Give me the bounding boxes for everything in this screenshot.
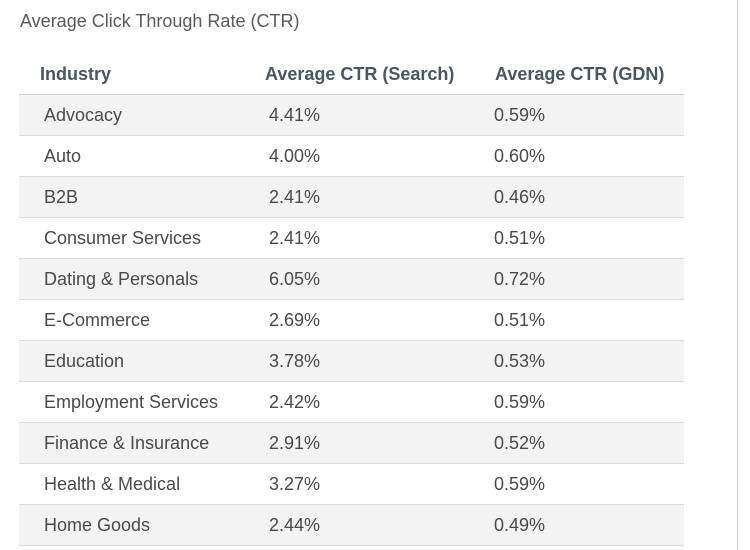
ctr-gdn-cell: 0.59% [494, 105, 546, 125]
ctr-gdn-cell: 0.59% [494, 392, 546, 412]
ctr-search-cell: 2.41% [269, 228, 321, 248]
ctr-search-cell: 4.41% [269, 105, 321, 125]
industry-cell: Consumer Services [44, 228, 202, 248]
industry-cell: Health & Medical [44, 474, 181, 494]
table-header-row: Industry Average CTR (Search) Average CT… [19, 54, 684, 95]
table-row: Consumer Services 2.41% 0.51% [19, 218, 684, 259]
ctr-search-cell: 2.42% [269, 392, 321, 412]
industry-cell: B2B [44, 187, 79, 207]
table-row: Finance & Insurance 2.91% 0.52% [19, 423, 684, 464]
ctr-gdn-cell: 0.51% [494, 228, 546, 248]
table-row: Auto 4.00% 0.60% [19, 136, 684, 177]
industry-cell: Advocacy [44, 105, 123, 125]
table-row: E-Commerce 2.69% 0.51% [19, 300, 684, 341]
ctr-gdn-cell: 0.53% [494, 351, 546, 371]
industry-cell: Dating & Personals [44, 269, 199, 289]
page-title: Average Click Through Rate (CTR) [20, 11, 300, 31]
ctr-search-cell: 3.27% [269, 474, 321, 494]
ctr-gdn-cell: 0.46% [494, 187, 546, 207]
column-header-ctr-gdn: Average CTR (GDN) [495, 64, 665, 84]
ctr-search-cell: 3.78% [269, 351, 321, 371]
ctr-table: Industry Average CTR (Search) Average CT… [19, 54, 684, 546]
industry-cell: Finance & Insurance [44, 433, 210, 453]
ctr-gdn-cell: 0.59% [494, 474, 546, 494]
table-row: Home Goods 2.44% 0.49% [19, 505, 684, 546]
table-row: Employment Services 2.42% 0.59% [19, 382, 684, 423]
table-row-highlighted: Education 3.78% 0.53% [19, 341, 684, 382]
industry-cell: Home Goods [44, 515, 151, 535]
industry-cell: Education [44, 351, 125, 371]
ctr-search-cell: 2.41% [269, 187, 321, 207]
ctr-search-cell: 2.69% [269, 310, 321, 330]
ctr-search-cell: 6.05% [269, 269, 321, 289]
table-row: B2B 2.41% 0.46% [19, 177, 684, 218]
ctr-search-cell: 4.00% [269, 146, 321, 166]
ctr-gdn-cell: 0.51% [494, 310, 546, 330]
industry-cell: Auto [44, 146, 82, 166]
ctr-search-cell: 2.44% [269, 515, 321, 535]
ctr-gdn-cell: 0.52% [494, 433, 546, 453]
ctr-gdn-cell: 0.49% [494, 515, 546, 535]
column-header-industry: Industry [40, 64, 112, 84]
ctr-search-cell: 2.91% [269, 433, 321, 453]
table-row: Dating & Personals 6.05% 0.72% [19, 259, 684, 300]
industry-cell: Employment Services [44, 392, 219, 412]
table-row: Health & Medical 3.27% 0.59% [19, 464, 684, 505]
column-header-ctr-search: Average CTR (Search) [265, 64, 455, 84]
industry-cell: E-Commerce [44, 310, 151, 330]
table-row: Advocacy 4.41% 0.59% [19, 95, 684, 136]
ctr-gdn-cell: 0.72% [494, 269, 546, 289]
ctr-gdn-cell: 0.60% [494, 146, 546, 166]
panel-border [737, 0, 738, 550]
